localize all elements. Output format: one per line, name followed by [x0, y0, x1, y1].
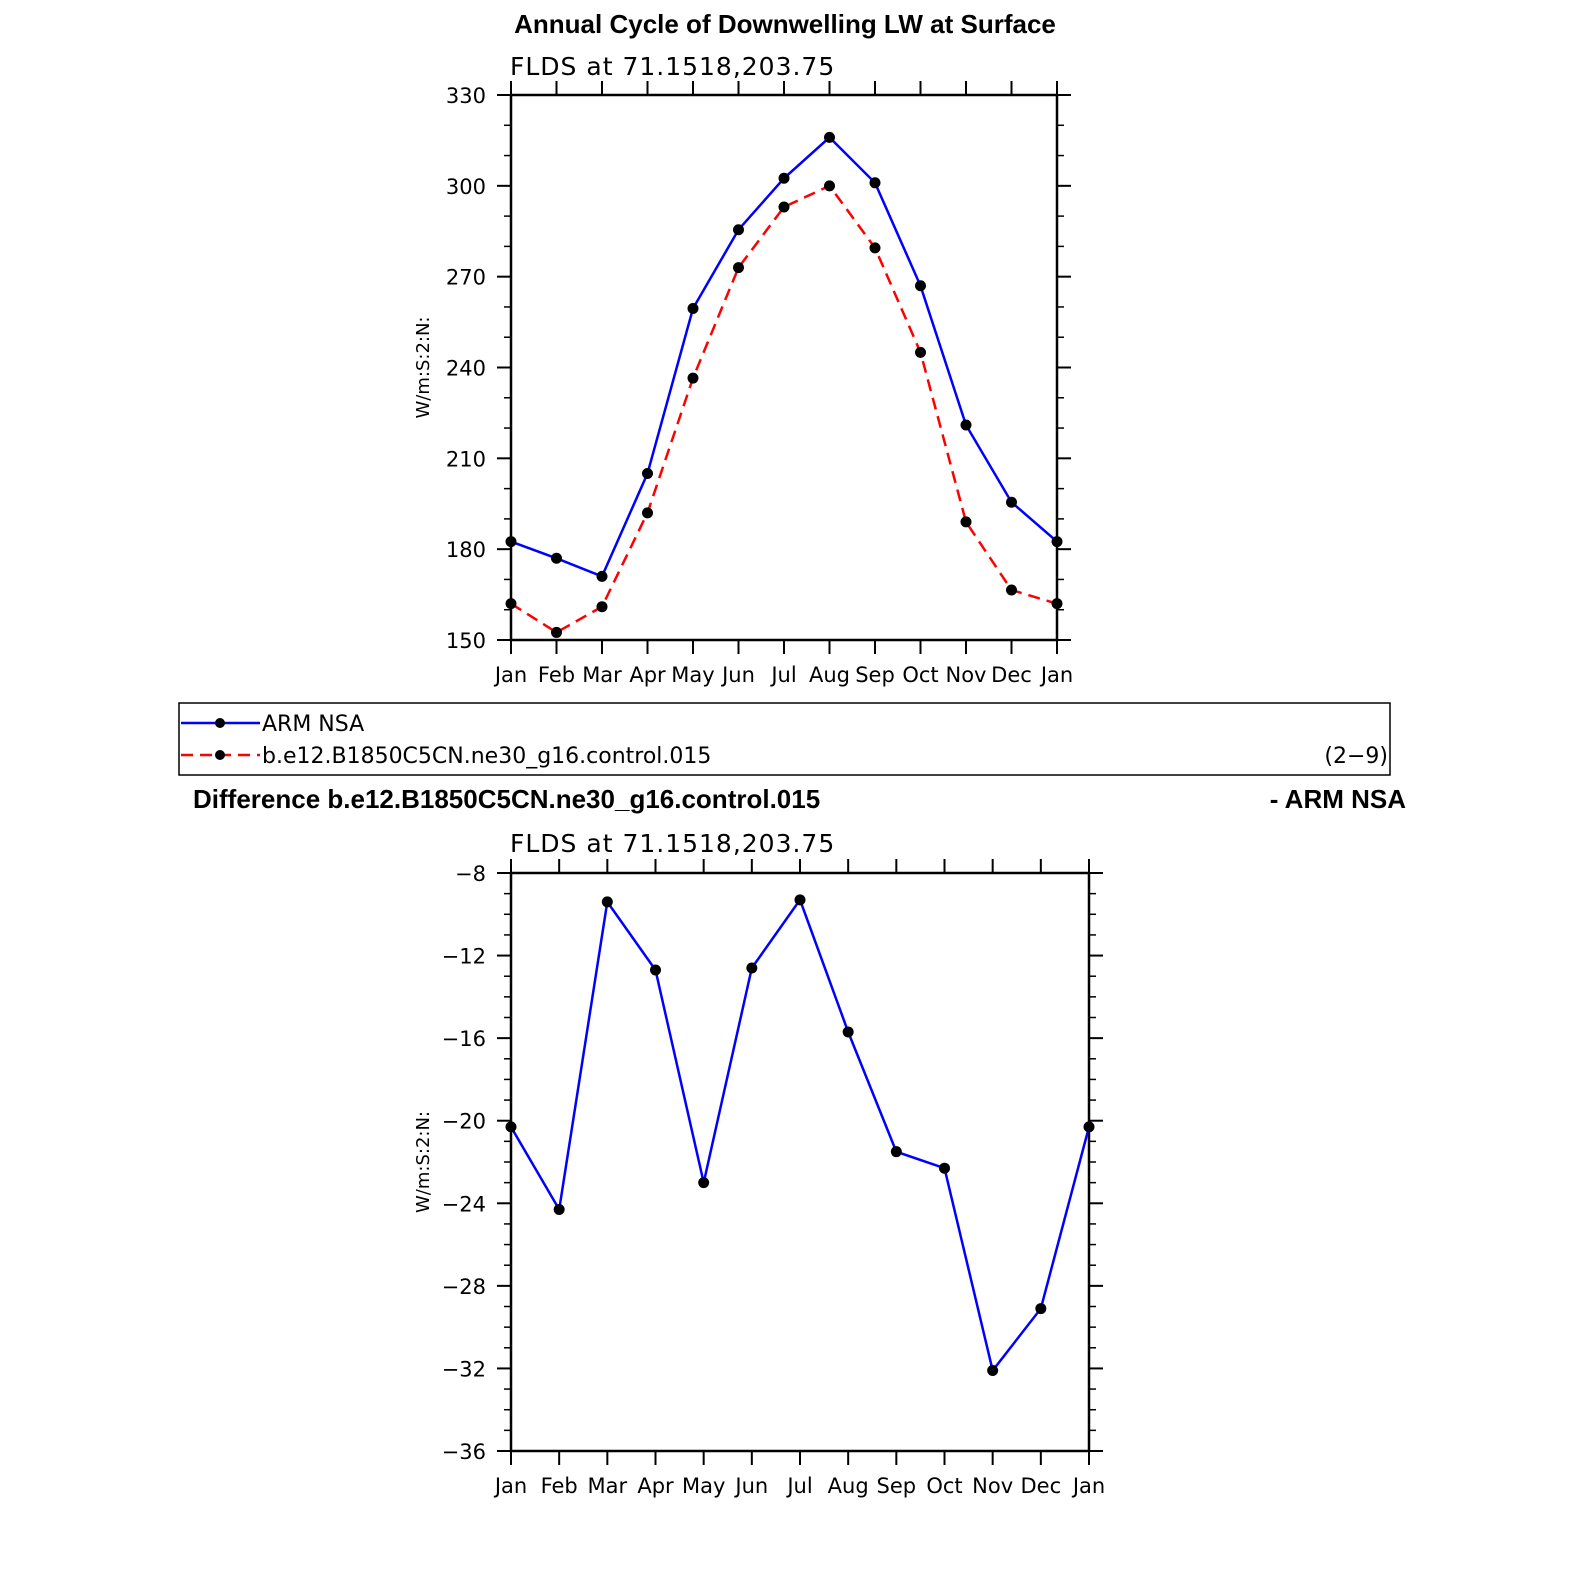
top-series-0-point [960, 419, 972, 431]
bottom-ylabel: W/m:S:2:N: [413, 1111, 434, 1213]
bottom-xtick-label: Jul [785, 1474, 812, 1498]
top-chart-subtitle: FLDS at 71.1518,203.75 [510, 52, 835, 81]
bottom-ytick-label: −12 [442, 945, 486, 969]
top-ytick-label: 330 [446, 84, 486, 108]
bottom-series-line-0 [509, 897, 1091, 1374]
bottom-series-0-point [1035, 1303, 1047, 1315]
top-series-1-point [733, 262, 744, 274]
bottom-series-0-point [794, 894, 806, 906]
top-series-1-point [596, 601, 608, 613]
bottom-ytick-label: −36 [442, 1440, 486, 1464]
top-series-1-point [687, 372, 699, 384]
bottom-xtick-label: Jun [733, 1474, 768, 1498]
bottom-chart-subtitle: FLDS at 71.1518,203.75 [510, 829, 835, 858]
bottom-ytick-label: −28 [442, 1275, 486, 1299]
top-series-0-point [1006, 496, 1017, 508]
legend-marker-arm-nsa [215, 718, 225, 728]
top-series-1-point [1006, 584, 1017, 596]
bottom-ytick-label: −32 [442, 1357, 486, 1381]
bottom-xtick-label: Aug [828, 1474, 869, 1498]
top-series-0-point [687, 302, 699, 314]
top-xtick-label: Feb [538, 663, 575, 687]
top-ytick-label: 180 [446, 538, 486, 562]
bottom-series-0-point [601, 896, 613, 908]
top-xtick-label: Nov [946, 663, 987, 687]
bottom-xtick-label: Dec [1021, 1474, 1062, 1498]
bottom-series-0-point [939, 1162, 950, 1174]
top-series-1-point [869, 242, 881, 254]
top-xtick-label: Jun [720, 663, 755, 687]
bottom-xtick-label: Jan [493, 1474, 527, 1498]
top-ytick-label: 210 [446, 447, 486, 471]
legend-label-arm-nsa: ARM NSA [262, 712, 364, 737]
top-series-1-point [778, 201, 790, 213]
top-chart: 150 180 210 240 270 300 330 Jan Feb Mar Apr May Jun J… [413, 81, 1073, 687]
top-xtick-label: Dec [991, 663, 1032, 687]
top-xtick-label: Sep [855, 663, 895, 687]
top-series-0-point [1051, 536, 1063, 548]
bottom-xtick-label: Feb [541, 1474, 578, 1498]
bottom-series-0-point [505, 1121, 517, 1133]
legend: ARM NSA b.e12.B1850C5CN.ne30_g16.control… [178, 702, 1391, 776]
top-ylabel: W/m:S:2:N: [413, 317, 434, 419]
top-xtick-label: Jul [769, 663, 796, 687]
bottom-series-0-point [553, 1203, 565, 1215]
top-series-0-point [915, 280, 926, 292]
bottom-chart: −36 −32 −28 −24 −20 −16 −12 −8 Jan Feb Mar Apr May Ju… [413, 859, 1105, 1498]
bottom-series-0-point [650, 964, 661, 976]
bottom-xtick-label: Apr [637, 1474, 674, 1498]
bottom-series-0-point [987, 1364, 999, 1376]
bottom-xtick-label: Nov [972, 1474, 1013, 1498]
bottom-series-0-point [1083, 1121, 1095, 1133]
top-ytick-label: 150 [446, 629, 486, 653]
top-series-1-point [1051, 598, 1063, 610]
top-series-0-point [733, 224, 744, 236]
top-series-1-point [960, 516, 972, 528]
top-ytick-label: 300 [446, 175, 486, 199]
top-ytick-label: 270 [446, 266, 486, 290]
bottom-series-0-point [746, 962, 758, 974]
top-series-0-point [642, 467, 653, 479]
bottom-xtick-label: Oct [926, 1474, 962, 1498]
bottom-xtick-label: Sep [877, 1474, 917, 1498]
bottom-ytick-label: −8 [455, 862, 486, 886]
top-series-0-point [596, 570, 608, 582]
top-xtick-label: Aug [809, 663, 850, 687]
bottom-chart-title-left: Difference b.e12.B1850C5CN.ne30_g16.cont… [193, 784, 820, 814]
top-series-line-1 [510, 184, 1058, 634]
bottom-series-0-point [698, 1177, 710, 1189]
top-series-1-point [551, 626, 562, 638]
top-xtick-label: Jan [1039, 663, 1073, 687]
bottom-series-0-point [842, 1026, 854, 1038]
bottom-xtick-label: Mar [588, 1474, 628, 1498]
page-label: (2−9) [1324, 744, 1388, 769]
top-series-0-point [505, 536, 517, 548]
legend-label-model: b.e12.B1850C5CN.ne30_g16.control.015 [262, 744, 711, 769]
bottom-xtick-label: Jan [1071, 1474, 1105, 1498]
legend-marker-model [215, 750, 225, 760]
top-xtick-label: Apr [629, 663, 666, 687]
bottom-series-0-point [890, 1146, 902, 1158]
top-series-1-point [824, 180, 835, 192]
top-xtick-label: Mar [582, 663, 622, 687]
top-series-1-point [642, 507, 653, 519]
top-ytick-label: 240 [446, 357, 486, 381]
top-series-0-point [869, 177, 881, 189]
top-chart-title: Annual Cycle of Downwelling LW at Surfac… [514, 9, 1056, 39]
top-xtick-label: May [671, 663, 714, 687]
top-series-1-point [915, 346, 926, 358]
bottom-ytick-label: −16 [442, 1027, 486, 1051]
top-series-1-point [505, 598, 517, 610]
top-series-0-point [778, 172, 790, 184]
top-xtick-label: Oct [902, 663, 938, 687]
top-series-0-point [551, 552, 562, 564]
bottom-ytick-label: −24 [442, 1192, 486, 1216]
top-series-0-point [824, 131, 835, 143]
bottom-xtick-label: May [682, 1474, 725, 1498]
bottom-ytick-label: −20 [442, 1110, 486, 1134]
top-xtick-label: Jan [493, 663, 527, 687]
legend-box [178, 702, 1391, 776]
bottom-chart-title-right: - ARM NSA [1270, 784, 1406, 814]
